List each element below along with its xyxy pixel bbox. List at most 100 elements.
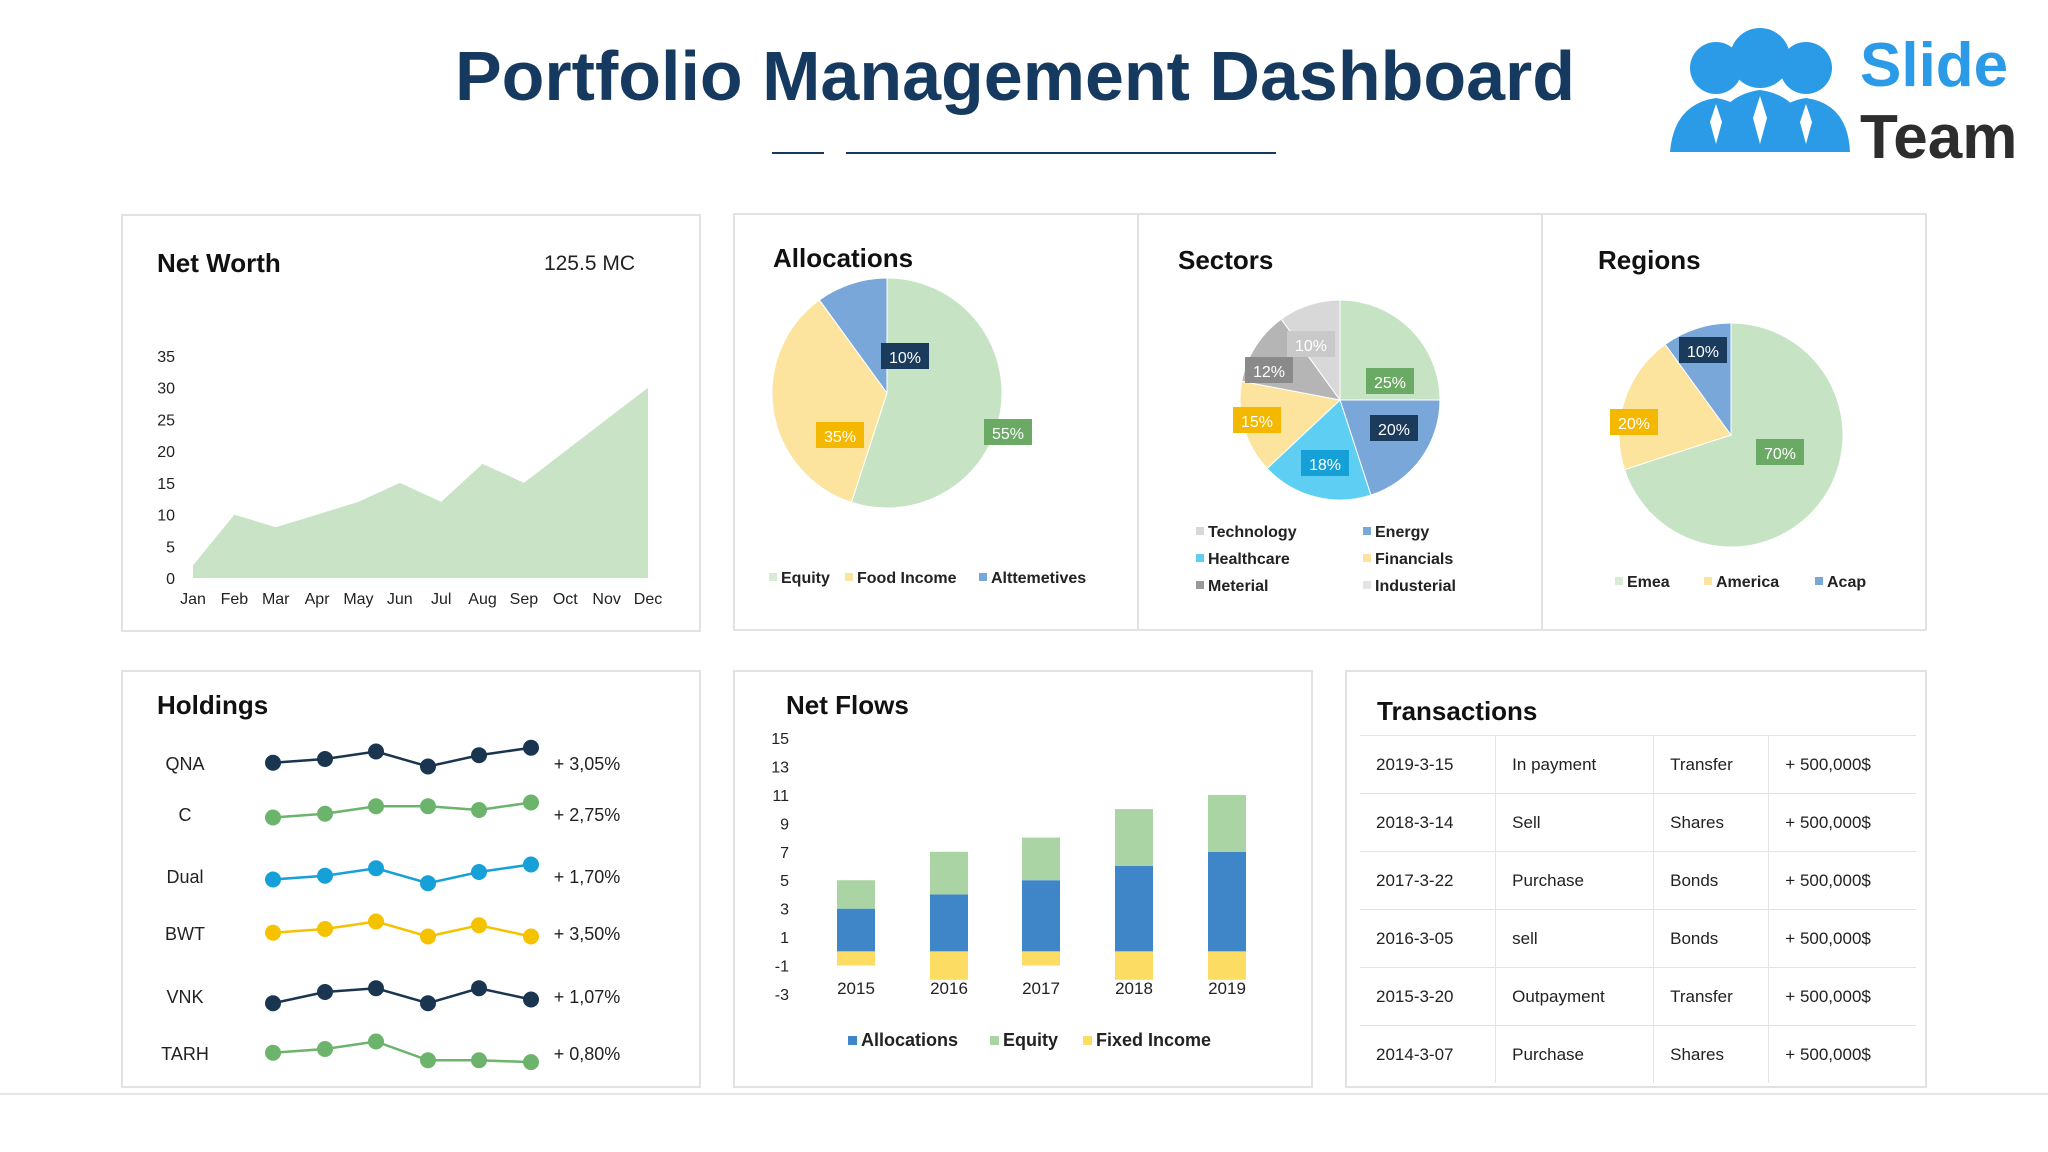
sectors-label-box	[1245, 357, 1293, 383]
sectors-data-label: 20%	[1378, 422, 1410, 439]
sectors-label-box	[1370, 415, 1418, 441]
holding-point	[523, 739, 539, 756]
holding-change: + 1,70%	[554, 867, 621, 887]
y-tick-label: 30	[157, 381, 175, 398]
table-cell: Sell	[1495, 793, 1655, 852]
y-tick-label: 13	[771, 759, 789, 776]
sectors-data-label: 15%	[1241, 414, 1273, 431]
table-cell: sell	[1495, 909, 1655, 968]
table-cell: + 500,000$	[1768, 735, 1916, 794]
holding-point	[368, 743, 384, 760]
table-cell: Outpayment	[1495, 967, 1655, 1026]
net-worth-value: 125.5 MC	[543, 252, 635, 275]
sectors-legend-swatch	[1363, 581, 1371, 589]
holding-point	[317, 805, 333, 822]
bar-allocations-2016	[930, 894, 968, 952]
holdings-title: Holdings	[157, 690, 269, 720]
table-cell: Bonds	[1653, 909, 1770, 968]
sectors-legend-swatch	[1196, 554, 1204, 562]
y-tick-label: 11	[772, 788, 789, 805]
table-cell: 2019-3-15	[1360, 735, 1497, 794]
table-cell: 2017-3-22	[1360, 851, 1497, 910]
x-tick-label: Nov	[592, 591, 620, 608]
holding-name: QNA	[165, 754, 204, 774]
x-tick-label: Jul	[431, 591, 451, 608]
holding-sparkline	[272, 1040, 532, 1064]
table-cell: Transfer	[1653, 735, 1770, 794]
holding-point	[265, 754, 281, 771]
sectors-legend-label: Energy	[1375, 524, 1429, 541]
holding-point	[420, 758, 436, 775]
table-cell: + 500,000$	[1768, 851, 1916, 910]
regions-legend-swatch	[1615, 577, 1623, 585]
holding-sparkline	[272, 863, 532, 885]
holding-point	[420, 995, 436, 1012]
holding-point	[368, 980, 384, 997]
y-tick-label: 5	[780, 873, 789, 890]
allocations-title: Allocations	[773, 243, 914, 273]
sectors-legend-swatch	[1196, 527, 1204, 535]
bar-allocations-2017	[1022, 880, 1060, 952]
table-row: 2016-3-05 sell Bonds + 500,000$	[1360, 909, 1916, 968]
holding-point	[265, 995, 281, 1012]
table-cell: 2016-3-05	[1360, 909, 1497, 968]
sectors-label-box	[1287, 331, 1335, 357]
y-tick-label: -3	[775, 987, 789, 1004]
x-tick-label: Dec	[634, 591, 662, 608]
allocations-slice-equity	[850, 277, 1003, 509]
table-cell: Transfer	[1653, 967, 1770, 1026]
bar-allocations-2018	[1115, 866, 1153, 952]
regions-legend-swatch	[1704, 577, 1712, 585]
regions-legend-label: America	[1716, 574, 1779, 591]
table-cell: 2014-3-07	[1360, 1025, 1497, 1083]
sectors-legend-label: Meterial	[1208, 578, 1268, 595]
table-row: 2015-3-20 Outpayment Transfer + 500,000$	[1360, 967, 1916, 1026]
bar-fixed-income-2017	[1022, 951, 1060, 966]
net-flows-legend-label: Fixed Income	[1096, 1030, 1211, 1050]
net-worth-title: Net Worth	[157, 248, 281, 278]
net-worth-area	[193, 387, 648, 578]
holding-point	[471, 980, 487, 997]
y-tick-label: 35	[157, 349, 175, 366]
logo-text-slide: Slide	[1860, 31, 2009, 100]
page-title: Portfolio Management Dashboard	[454, 37, 1576, 115]
bar-equity-2016	[930, 851, 968, 895]
holding-point	[471, 802, 487, 818]
y-tick-label: 25	[157, 412, 175, 429]
holding-point	[523, 856, 539, 873]
allocations-data-label: 35%	[824, 429, 856, 446]
x-tick-label: 2019	[1208, 979, 1246, 998]
holding-point	[420, 928, 436, 945]
holding-point	[471, 747, 487, 764]
net-flows-legend-label: Equity	[1003, 1030, 1058, 1050]
holding-point	[523, 1054, 539, 1071]
x-tick-label: Aug	[468, 591, 496, 608]
holding-point	[420, 798, 436, 815]
panel-divider-1	[1137, 215, 1139, 629]
bar-allocations-2015	[837, 908, 875, 952]
transactions-table: 2019-3-15 In payment Transfer + 500,000$ 201…	[1360, 735, 1916, 1083]
holding-point	[368, 1033, 384, 1050]
holding-change: + 3,50%	[554, 924, 621, 944]
net-flows-legend-label: Allocations	[861, 1030, 958, 1050]
holding-point	[368, 798, 384, 815]
holding-change: + 3,05%	[554, 754, 621, 774]
regions-data-label: 10%	[1687, 344, 1719, 361]
regions-data-label: 20%	[1618, 416, 1650, 433]
sectors-label-box	[1301, 450, 1349, 476]
regions-slice-emea	[1623, 322, 1844, 548]
y-tick-label: 15	[157, 476, 175, 493]
x-tick-label: Jan	[180, 591, 206, 608]
table-row: 2019-3-15 In payment Transfer + 500,000$	[1360, 735, 1916, 794]
sectors-legend-label: Financials	[1375, 551, 1453, 568]
bar-fixed-income-2018	[1115, 951, 1153, 980]
bar-equity-2017	[1022, 837, 1060, 881]
slideteam-logo-icon	[1670, 28, 1850, 152]
holding-point	[265, 1044, 281, 1061]
net-worth-area-chart: 0 5 10 15 20 25 30 35 Jan Feb Mar Apr May Jun Jul Aug Se…	[157, 349, 662, 608]
holding-sparkline	[272, 746, 532, 768]
bar-allocations-2019	[1208, 851, 1246, 952]
net-flows-legend-swatch	[848, 1036, 857, 1045]
holding-change: + 1,07%	[554, 987, 621, 1007]
transactions-title: Transactions	[1377, 696, 1538, 726]
